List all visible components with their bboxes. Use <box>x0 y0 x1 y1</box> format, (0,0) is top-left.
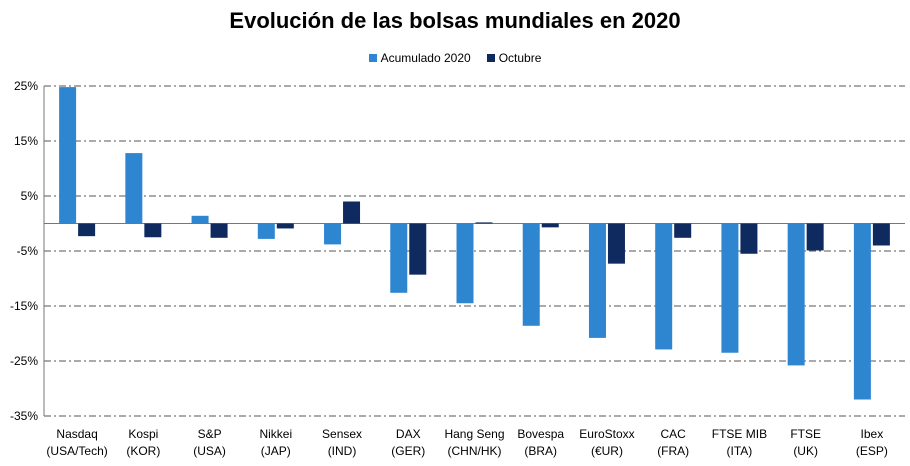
legend-swatch-acumulado <box>368 54 377 62</box>
bar-acumulado <box>853 223 871 400</box>
y-tick-label: 15% <box>14 134 38 148</box>
legend-item-acumulado: Acumulado 2020 <box>368 51 471 65</box>
bar-acumulado <box>324 223 342 245</box>
x-tick-label-name: S&P <box>198 427 222 441</box>
bar-acumulado <box>787 223 805 366</box>
x-tick-label-country: (GER) <box>391 444 425 458</box>
x-tick-label-country: (KOR) <box>126 444 160 458</box>
bar-acumulado <box>655 223 673 350</box>
bar-octubre <box>607 223 625 264</box>
bar-acumulado <box>191 215 209 224</box>
legend-label-acumulado: Acumulado 2020 <box>380 51 471 65</box>
bar-octubre <box>541 223 559 228</box>
bar-acumulado <box>522 223 540 326</box>
y-tick-label: -35% <box>10 409 38 423</box>
x-tick-label-country: (ESP) <box>856 444 888 458</box>
bar-octubre <box>276 223 294 229</box>
bar-octubre <box>740 223 758 254</box>
bar-octubre <box>409 223 427 275</box>
legend-item-octubre: Octubre <box>486 51 542 65</box>
bar-acumulado <box>257 223 275 239</box>
x-tick-label-country: (USA) <box>193 444 226 458</box>
x-tick-label-name: Nasdaq <box>56 427 97 441</box>
x-tick-label-country: (€UR) <box>591 444 623 458</box>
legend-label-octubre: Octubre <box>498 51 542 65</box>
bar-octubre <box>806 223 824 251</box>
x-tick-label-name: Sensex <box>322 427 362 441</box>
x-tick-label-name: Hang Seng <box>444 427 504 441</box>
x-tick-label-name: EuroStoxx <box>579 427 634 441</box>
y-tick-label: 5% <box>21 189 39 203</box>
bar-acumulado <box>59 87 77 224</box>
x-tick-label-country: (FRA) <box>657 444 689 458</box>
x-tick-label-name: Bovespa <box>517 427 564 441</box>
bar-octubre <box>343 201 361 224</box>
chart-title: Evolución de las bolsas mundiales en 202… <box>229 8 681 33</box>
legend-swatch-octubre <box>486 54 495 62</box>
bar-acumulado <box>721 223 739 353</box>
x-tick-label-country: (CHN/HK) <box>448 444 502 458</box>
x-tick-label-name: CAC <box>661 427 687 441</box>
x-tick-label-country: (JAP) <box>261 444 291 458</box>
x-tick-label-name: FTSE <box>790 427 821 441</box>
y-tick-label: -15% <box>10 299 38 313</box>
y-tick-label: -5% <box>17 244 39 258</box>
bar-octubre <box>872 223 890 246</box>
x-tick-label-name: Nikkei <box>259 427 292 441</box>
bar-acumulado <box>456 223 474 304</box>
bar-octubre <box>674 223 692 238</box>
x-tick-label-country: (ITA) <box>727 444 753 458</box>
bar-acumulado <box>390 223 408 293</box>
x-tick-label-country: (IND) <box>328 444 357 458</box>
x-tick-label-name: Ibex <box>861 427 884 441</box>
y-tick-label: 25% <box>14 79 38 93</box>
x-tick-label-country: (USA/Tech) <box>46 444 107 458</box>
x-tick-label-country: (BRA) <box>524 444 557 458</box>
x-tick-label-name: FTSE MIB <box>712 427 767 441</box>
bar-octubre <box>210 223 228 238</box>
bar-octubre <box>144 223 162 238</box>
chart-legend: Acumulado 2020 Octubre <box>0 51 910 65</box>
y-tick-label: -25% <box>10 354 38 368</box>
x-tick-label-name: Kospi <box>128 427 158 441</box>
bar-acumulado <box>588 223 606 338</box>
bar-octubre <box>475 222 493 224</box>
x-tick-label-name: DAX <box>396 427 421 441</box>
bar-acumulado <box>125 153 143 224</box>
bar-octubre <box>78 223 96 237</box>
x-tick-label-country: (UK) <box>793 444 818 458</box>
